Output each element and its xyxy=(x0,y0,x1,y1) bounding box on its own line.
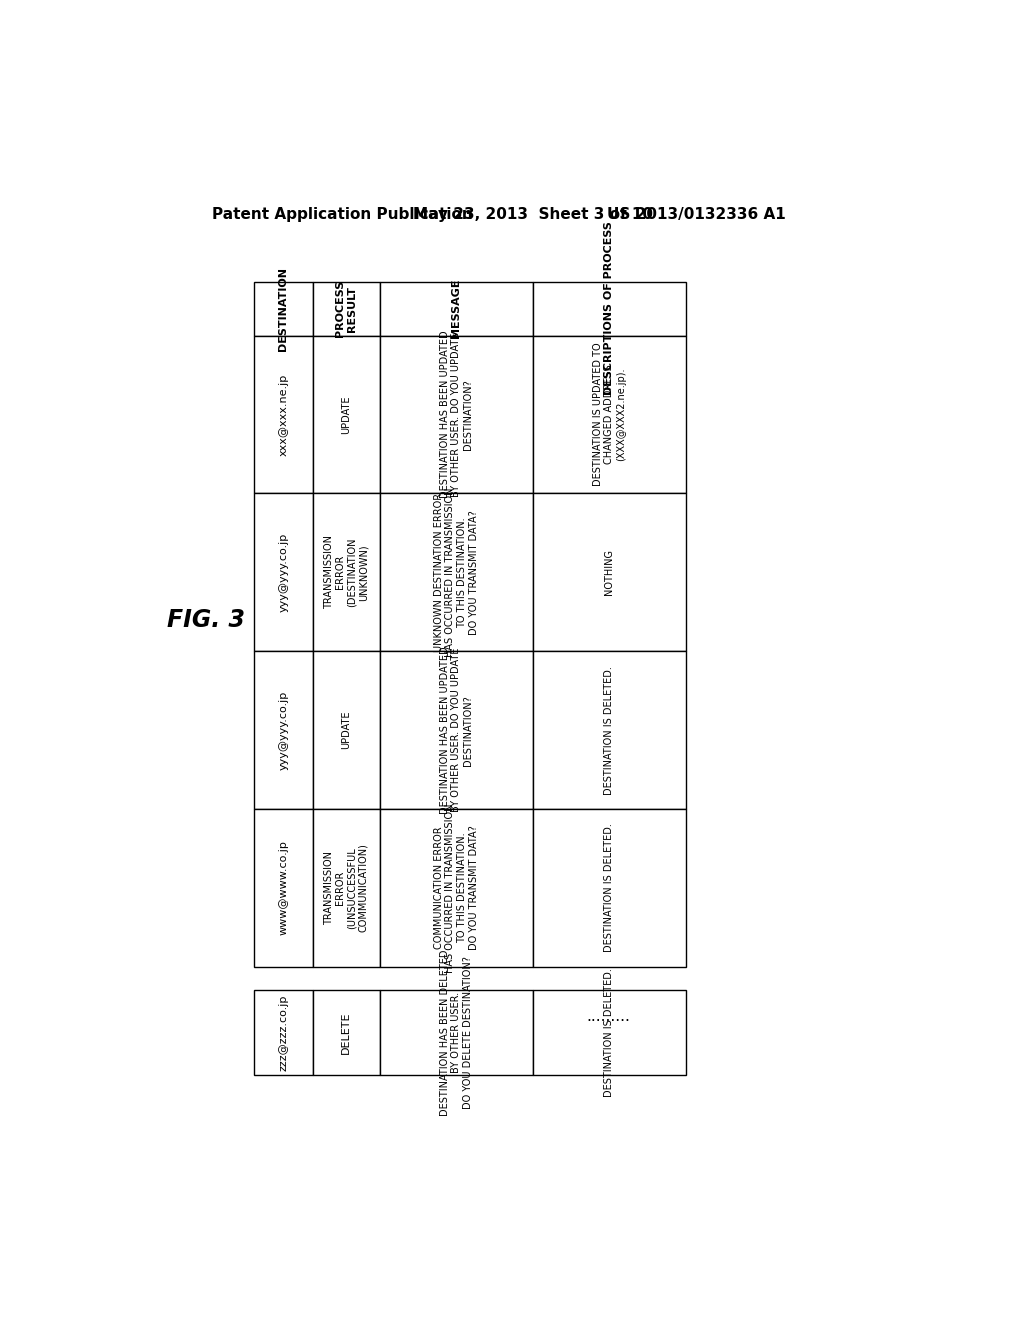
Text: .........: ......... xyxy=(587,1010,631,1024)
Bar xyxy=(380,335,532,494)
Text: xxx@xxx.ne.jp: xxx@xxx.ne.jp xyxy=(279,374,289,455)
Bar xyxy=(254,651,312,809)
Text: UPDATE: UPDATE xyxy=(341,395,351,434)
Text: DESTINATION: DESTINATION xyxy=(279,267,289,351)
Text: UNKNOWN DESTINATION ERROR
HAS OCCURRED IN TRANSMISSION
TO THIS DESTINATION.
DO Y: UNKNOWN DESTINATION ERROR HAS OCCURRED I… xyxy=(434,487,478,657)
Bar xyxy=(532,809,686,966)
Text: NOTHING: NOTHING xyxy=(604,549,614,595)
Bar xyxy=(254,335,312,494)
Bar xyxy=(532,651,686,809)
Text: yyy@yyy.co.jp: yyy@yyy.co.jp xyxy=(279,690,289,770)
Text: TRANSMISSION
ERROR
(UNSUCCESSFUL
COMMUNICATION): TRANSMISSION ERROR (UNSUCCESSFUL COMMUNI… xyxy=(324,843,369,932)
Bar xyxy=(312,494,380,651)
Text: DESCRIPTIONS OF PROCESS: DESCRIPTIONS OF PROCESS xyxy=(604,222,614,396)
Text: www@www.co.jp: www@www.co.jp xyxy=(279,841,289,936)
Bar xyxy=(380,651,532,809)
Text: zzz@zzz.co.jp: zzz@zzz.co.jp xyxy=(279,994,289,1071)
Bar xyxy=(532,335,686,494)
Bar xyxy=(532,494,686,651)
Text: DESTINATION IS DELETED.: DESTINATION IS DELETED. xyxy=(604,824,614,953)
Bar xyxy=(380,990,532,1074)
Bar xyxy=(380,494,532,651)
Text: Patent Application Publication: Patent Application Publication xyxy=(212,207,472,222)
Text: TRANSMISSION
ERROR
(DESTINATION
UNKNOWN): TRANSMISSION ERROR (DESTINATION UNKNOWN) xyxy=(324,536,369,610)
Text: DESTINATION HAS BEEN UPDATED
BY OTHER USER. DO YOU UPDATE
DESTINATION?: DESTINATION HAS BEEN UPDATED BY OTHER US… xyxy=(439,647,473,814)
Bar xyxy=(312,335,380,494)
Bar xyxy=(380,281,532,335)
Text: yyy@yyy.co.jp: yyy@yyy.co.jp xyxy=(279,533,289,612)
Bar xyxy=(380,809,532,966)
Bar xyxy=(254,809,312,966)
Text: COMMUNICATION ERROR
HAS OCCURRED IN TRANSMISSION
TO THIS DESTINATION.
DO YOU TRA: COMMUNICATION ERROR HAS OCCURRED IN TRAN… xyxy=(434,804,478,973)
Text: DESTINATION IS DELETED.: DESTINATION IS DELETED. xyxy=(604,665,614,795)
Text: US 2013/0132336 A1: US 2013/0132336 A1 xyxy=(607,207,785,222)
Bar xyxy=(254,494,312,651)
Bar xyxy=(532,281,686,335)
Bar xyxy=(312,990,380,1074)
Text: DELETE: DELETE xyxy=(341,1011,351,1053)
Text: PROCESS
RESULT: PROCESS RESULT xyxy=(335,280,356,337)
Text: FIG. 3: FIG. 3 xyxy=(167,609,245,632)
Text: UPDATE: UPDATE xyxy=(341,711,351,750)
Text: DESTINATION IS UPDATED TO
CHANGED ADDRESS
(XXX@XXX2.ne.jp).: DESTINATION IS UPDATED TO CHANGED ADDRES… xyxy=(593,343,626,486)
Bar xyxy=(312,651,380,809)
Bar xyxy=(254,990,312,1074)
Text: DESTINATION IS DELETED.: DESTINATION IS DELETED. xyxy=(604,968,614,1097)
Text: MESSAGE: MESSAGE xyxy=(452,279,461,338)
Text: May 23, 2013  Sheet 3 of 10: May 23, 2013 Sheet 3 of 10 xyxy=(414,207,653,222)
Bar xyxy=(312,809,380,966)
Bar xyxy=(532,990,686,1074)
Text: DESTINATION HAS BEEN DELETED
BY OTHER USER.
DO YOU DELETE DESTINATION?: DESTINATION HAS BEEN DELETED BY OTHER US… xyxy=(439,949,473,1115)
Bar xyxy=(254,281,312,335)
Text: DESTINATION HAS BEEN UPDATED
BY OTHER USER. DO YOU UPDATE
DESTINATION?: DESTINATION HAS BEEN UPDATED BY OTHER US… xyxy=(439,330,473,498)
Bar xyxy=(312,281,380,335)
